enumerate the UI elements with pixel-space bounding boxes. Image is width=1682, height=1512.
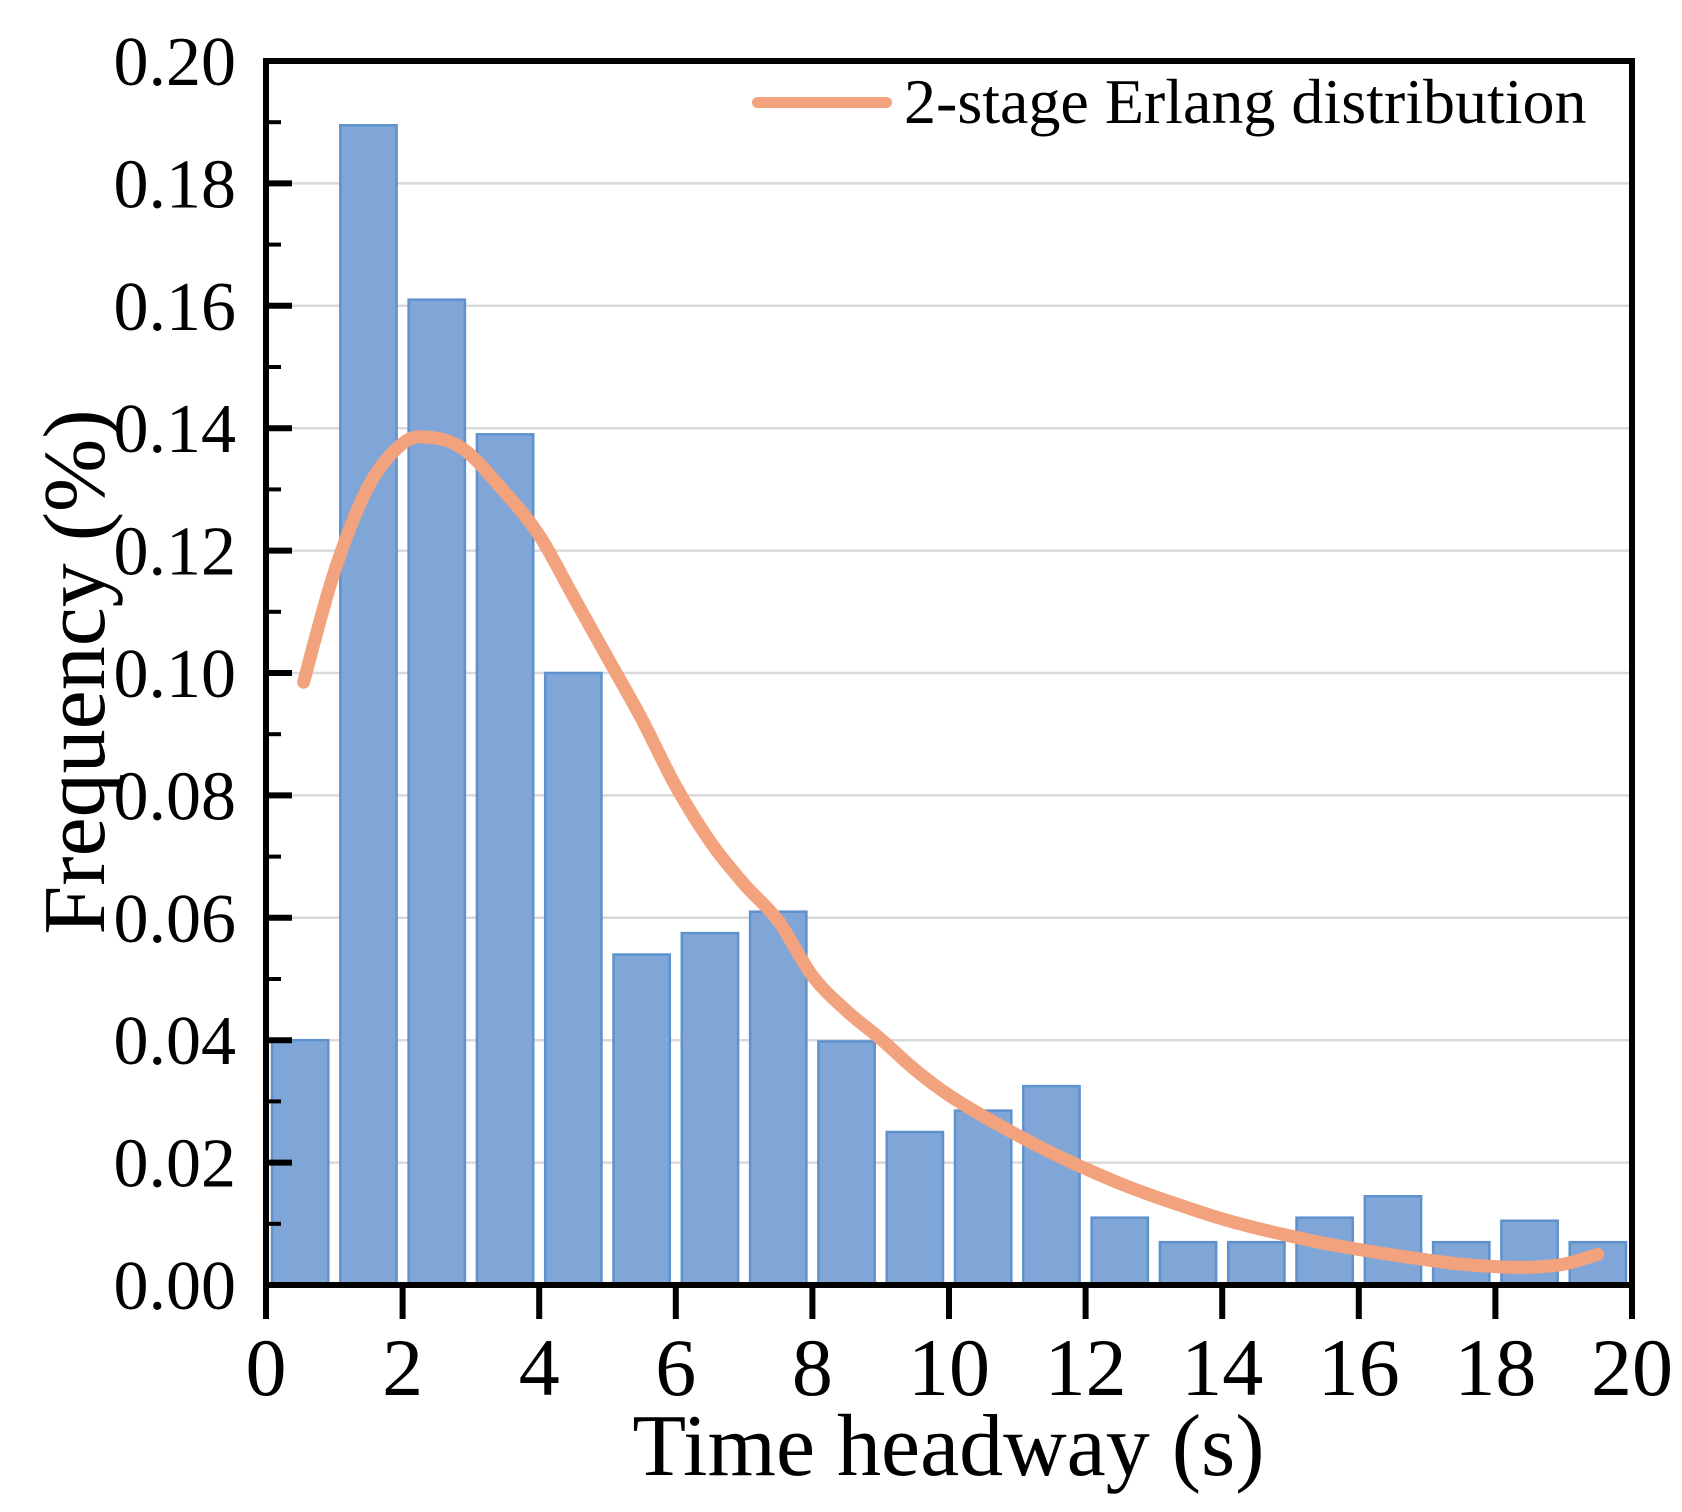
histogram-bar bbox=[748, 910, 808, 1287]
histogram-bar bbox=[1158, 1240, 1218, 1287]
y-tick-label: 0.16 bbox=[114, 269, 237, 346]
histogram-bar bbox=[270, 1038, 330, 1287]
erlang-distribution-curve bbox=[297, 430, 1605, 1274]
histogram-bar bbox=[817, 1040, 876, 1287]
x-tick-label: 4 bbox=[519, 1322, 560, 1413]
histogram-bar bbox=[1022, 1084, 1081, 1287]
x-tick-label: 8 bbox=[792, 1322, 833, 1413]
y-tick-label: 0.08 bbox=[114, 758, 237, 835]
y-tick-label: 0.04 bbox=[114, 1003, 237, 1080]
x-tick-label: 0 bbox=[246, 1322, 287, 1413]
histogram-bar bbox=[1090, 1216, 1150, 1287]
x-tick-label: 18 bbox=[1454, 1322, 1536, 1413]
y-tick-label: 0.20 bbox=[114, 24, 237, 101]
histogram-bar bbox=[612, 953, 672, 1287]
x-tick-label: 12 bbox=[1045, 1322, 1127, 1413]
histogram-bar bbox=[339, 124, 398, 1287]
y-tick-label: 0.12 bbox=[114, 514, 237, 591]
histogram-bar bbox=[475, 433, 535, 1287]
y-axis-title: Frequency (%) bbox=[27, 409, 124, 935]
y-tick-label: 0.14 bbox=[114, 391, 237, 468]
histogram-bar bbox=[543, 671, 603, 1287]
y-tick-label: 0.06 bbox=[114, 881, 237, 958]
y-tick-label: 0.00 bbox=[114, 1248, 237, 1325]
histogram-bar bbox=[1226, 1240, 1286, 1287]
x-tick-label: 16 bbox=[1318, 1322, 1400, 1413]
legend-line-swatch bbox=[752, 96, 892, 108]
x-tick-label: 20 bbox=[1591, 1322, 1673, 1413]
x-tick-label: 10 bbox=[908, 1322, 990, 1413]
y-tick-label: 0.02 bbox=[114, 1126, 237, 1203]
x-tick-label: 2 bbox=[382, 1322, 423, 1413]
x-axis-title: Time headway (s) bbox=[632, 1398, 1265, 1495]
histogram-bar bbox=[1500, 1219, 1559, 1287]
histogram-bar bbox=[953, 1109, 1013, 1287]
histogram-bar bbox=[885, 1130, 945, 1287]
y-tick-label: 0.10 bbox=[114, 636, 237, 713]
legend: 2-stage Erlang distribution bbox=[752, 56, 1587, 148]
legend-label: 2-stage Erlang distribution bbox=[904, 66, 1587, 137]
x-tick-label: 6 bbox=[655, 1322, 696, 1413]
y-tick-label: 0.18 bbox=[114, 146, 237, 223]
x-tick-label: 14 bbox=[1181, 1322, 1263, 1413]
histogram-bar bbox=[680, 931, 740, 1287]
histogram-bar bbox=[1363, 1195, 1423, 1287]
